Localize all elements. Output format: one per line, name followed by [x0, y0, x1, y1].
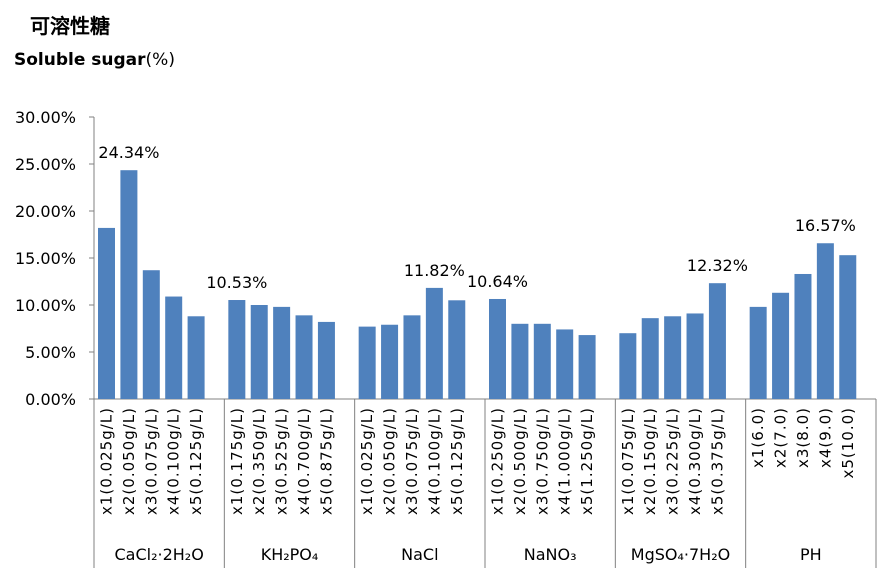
x-tick-label: x2(0.350g/L) — [250, 407, 268, 515]
data-label: 10.53% — [206, 273, 267, 292]
group-label: NaNO₃ — [524, 545, 577, 564]
bar — [839, 255, 857, 399]
x-tick-label: x2(0.500g/L) — [511, 407, 529, 515]
bar — [273, 306, 291, 399]
y-tick-label: 15.00% — [15, 249, 76, 268]
x-tick-label: x4(9.0) — [816, 407, 834, 468]
bar — [250, 305, 268, 399]
x-tick-label: x5(0.125g/L) — [448, 407, 466, 515]
chart-title-en-text: Soluble sugar — [14, 50, 146, 70]
bar — [794, 273, 812, 399]
x-tick-label: x1(0.250g/L) — [489, 407, 507, 515]
x-tick-label: x1(0.025g/L) — [358, 407, 376, 515]
bar — [317, 321, 335, 399]
bar — [187, 316, 205, 399]
bar — [533, 323, 551, 399]
group-label: MgSO₄·7H₂O — [631, 545, 730, 564]
bar — [358, 326, 376, 399]
bar — [641, 318, 659, 399]
chart-title-en: Soluble sugar(%) — [14, 50, 175, 70]
bar — [578, 335, 596, 399]
x-tick-label: x3(0.525g/L) — [273, 407, 291, 515]
bar — [425, 287, 443, 399]
x-tick-label: x5(10.0) — [839, 407, 857, 479]
group-label: KH₂PO₄ — [261, 545, 319, 564]
x-tick-label: x3(0.075g/L) — [403, 407, 421, 515]
x-tick-label: x5(1.250g/L) — [578, 407, 596, 515]
x-tick-label: x3(0.075g/L) — [142, 407, 160, 515]
x-tick-label: x1(0.025g/L) — [98, 407, 116, 515]
x-tick-label: x2(0.050g/L) — [120, 407, 138, 515]
bar — [489, 298, 506, 399]
data-label: 24.34% — [98, 143, 159, 162]
y-tick-label: 5.00% — [25, 343, 76, 362]
bar — [448, 300, 466, 399]
x-tick-label: x1(0.075g/L) — [619, 407, 637, 515]
bar — [381, 324, 399, 399]
bar — [772, 292, 790, 399]
chart-title-cn: 可溶性糖 — [30, 14, 110, 38]
x-tick-label: x1(0.175g/L) — [228, 407, 246, 515]
bar — [511, 323, 529, 399]
data-label: 10.64% — [467, 272, 528, 291]
bar — [619, 333, 637, 399]
bar — [749, 306, 767, 399]
y-tick-label: 10.00% — [15, 296, 76, 315]
group-label: PH — [800, 545, 822, 564]
bar — [295, 315, 313, 399]
x-tick-label: x4(0.300g/L) — [686, 407, 704, 515]
data-label: 16.57% — [795, 216, 856, 235]
data-label: 12.32% — [687, 256, 748, 275]
x-tick-label: x5(0.125g/L) — [187, 407, 205, 515]
x-tick-label: x4(0.700g/L) — [295, 407, 313, 515]
y-tick-label: 25.00% — [15, 155, 76, 174]
x-tick-label: x3(0.750g/L) — [533, 407, 551, 515]
group-label: CaCl₂·2H₂O — [115, 545, 204, 564]
y-tick-label: 20.00% — [15, 202, 76, 221]
x-tick-label: x4(0.100g/L) — [425, 407, 443, 515]
x-tick-label: x4(1.000g/L) — [556, 407, 574, 515]
chart-title-unit: (%) — [145, 50, 175, 70]
bar — [556, 329, 574, 399]
bar — [686, 313, 704, 399]
bar — [664, 316, 682, 399]
bar — [120, 170, 138, 399]
x-tick-label: x1(6.0) — [749, 407, 767, 468]
x-tick-label: x4(0.100g/L) — [165, 407, 183, 515]
x-tick-label: x5(0.875g/L) — [317, 407, 335, 515]
bar — [165, 296, 183, 399]
x-tick-label: x2(7.0) — [772, 407, 790, 468]
bar — [403, 315, 421, 399]
x-tick-label: x2(0.050g/L) — [381, 407, 399, 515]
bar — [142, 270, 160, 399]
y-tick-label: 0.00% — [25, 390, 76, 409]
bar — [816, 243, 834, 399]
group-label: NaCl — [401, 545, 438, 564]
x-tick-label: x5(0.375g/L) — [708, 407, 726, 515]
bar — [708, 283, 726, 399]
x-tick-label: x3(0.225g/L) — [664, 407, 682, 515]
y-tick-label: 30.00% — [15, 108, 76, 127]
bar — [98, 227, 115, 399]
x-tick-label: x2(0.150g/L) — [641, 407, 659, 515]
bar — [228, 300, 246, 399]
x-tick-label: x3(8.0) — [794, 407, 812, 468]
data-label: 11.82% — [404, 261, 465, 280]
